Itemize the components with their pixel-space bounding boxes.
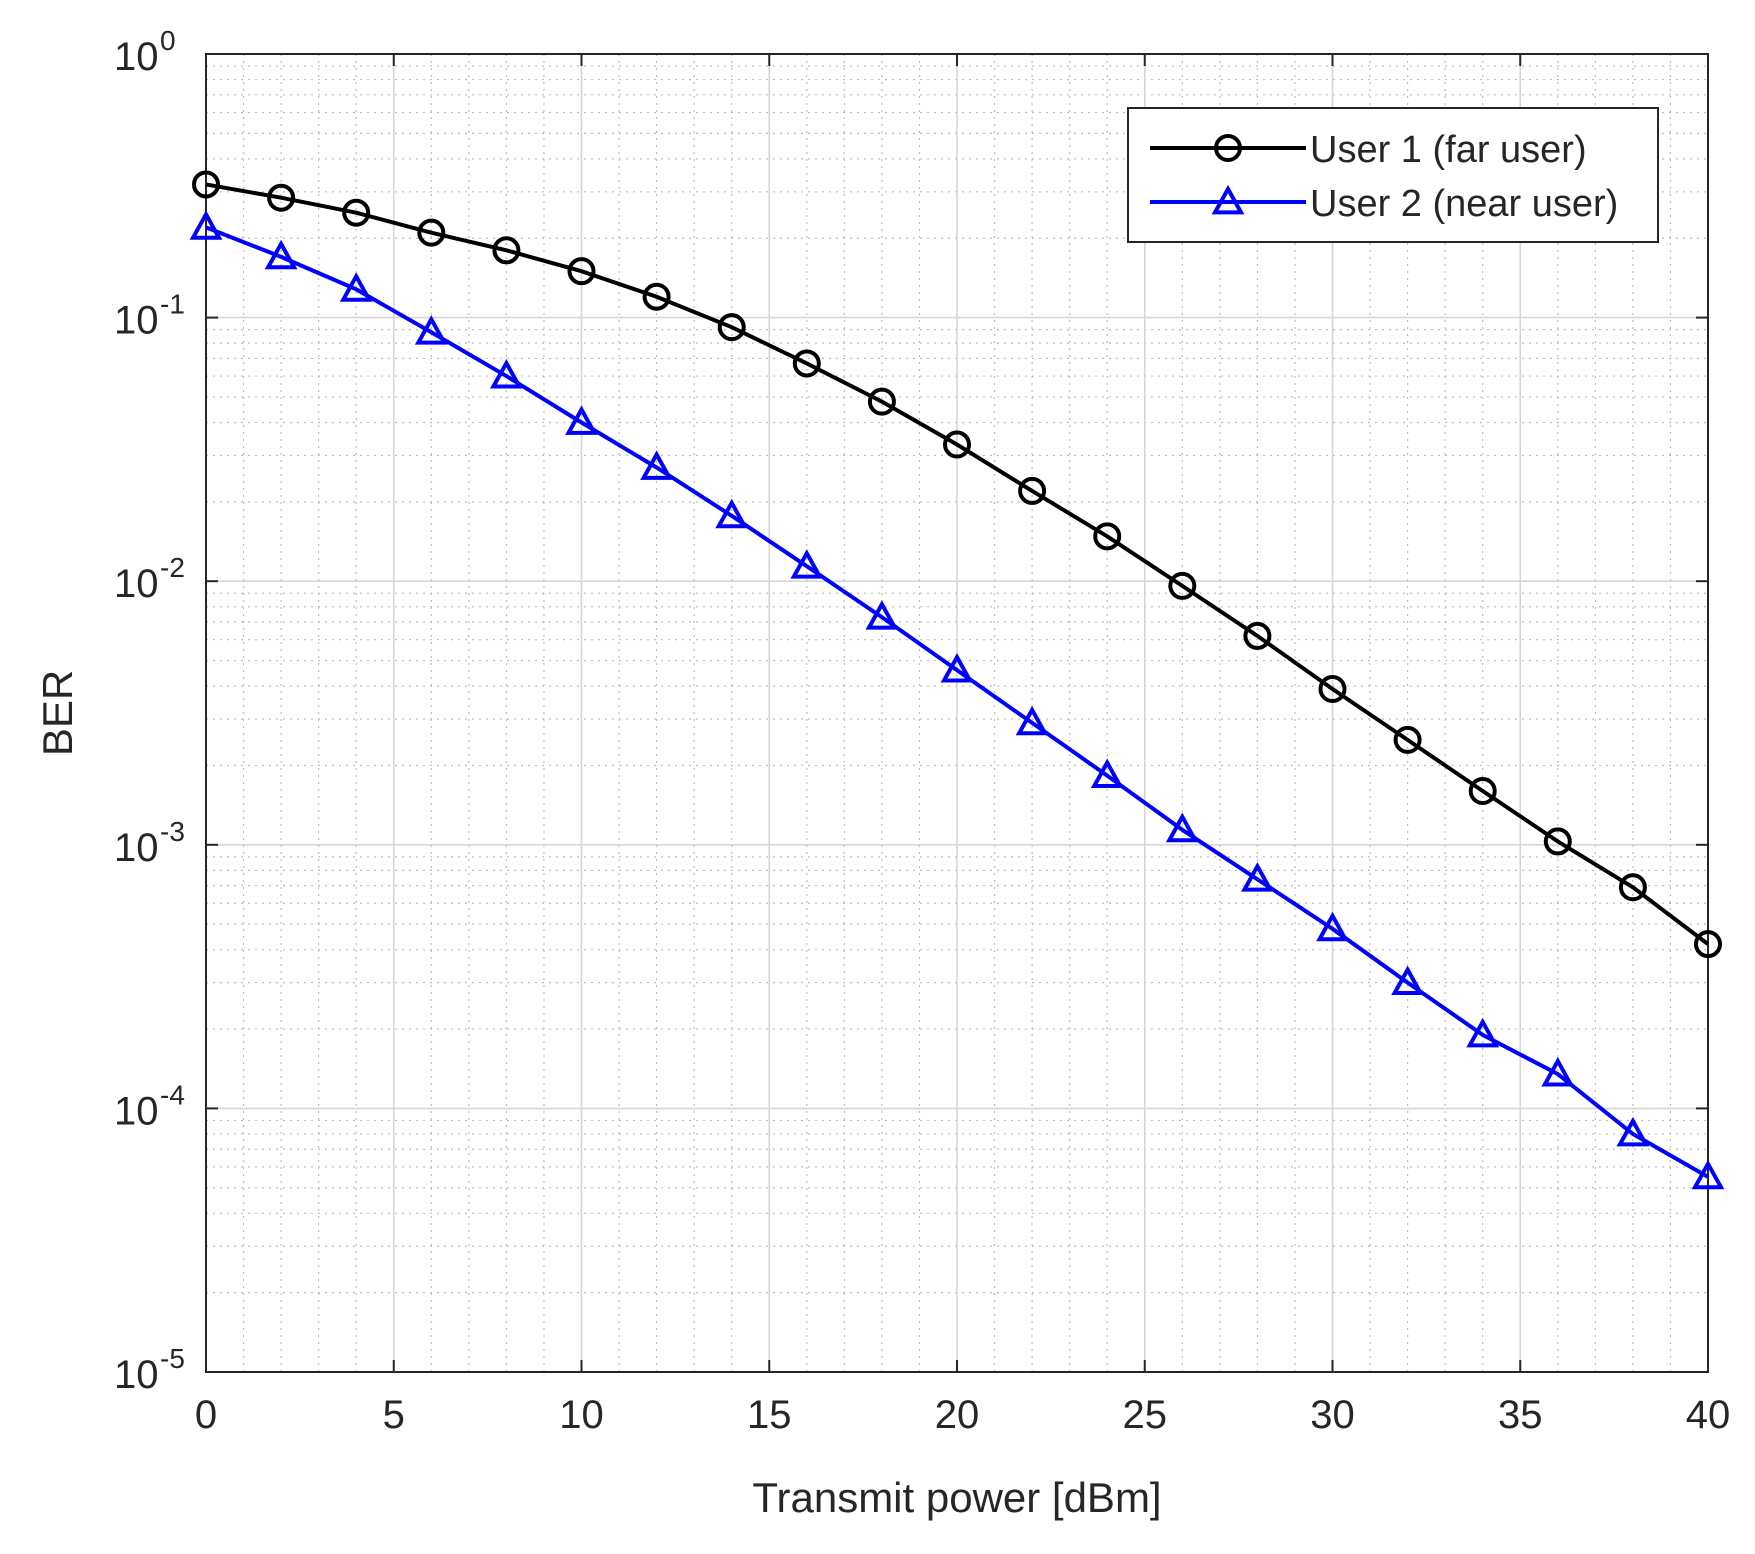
data-point (492, 236, 521, 265)
data-point (717, 313, 746, 342)
series-group (189, 170, 1725, 1190)
data-point (1168, 571, 1197, 600)
data-point (640, 450, 673, 480)
data-point (943, 430, 971, 459)
y-tick-label-exponent: -2 (160, 552, 185, 583)
data-point (1694, 930, 1722, 959)
data-point (1393, 725, 1422, 754)
data-point (1093, 522, 1122, 551)
data-point (1018, 476, 1047, 505)
data-point (1243, 621, 1272, 650)
data-point (1316, 911, 1349, 942)
data-point (790, 549, 824, 579)
data-point (1468, 776, 1497, 805)
data-point (192, 170, 220, 199)
data-point (567, 257, 596, 286)
y-tick-label-base: 10 (114, 826, 159, 870)
legend: User 1 (far user) User 2 (near user) (1127, 107, 1659, 243)
data-point (1391, 965, 1424, 996)
x-axis-label: Transmit power [dBm] (752, 1474, 1161, 1521)
x-tick-label: 0 (195, 1393, 217, 1437)
y-tick-label-exponent: 0 (160, 25, 176, 56)
data-point (940, 652, 974, 683)
y-tick-label-base: 10 (114, 1353, 159, 1397)
data-point (1165, 812, 1199, 843)
y-tick-label-exponent: -4 (160, 1079, 185, 1110)
x-tick-label: 15 (747, 1393, 792, 1437)
data-point (642, 282, 671, 311)
grid (205, 53, 1709, 1373)
data-point (267, 183, 296, 212)
data-point (865, 600, 899, 630)
y-tick-label-base: 10 (114, 35, 159, 79)
series-1 (192, 170, 1722, 959)
x-tick-label: 10 (559, 1393, 604, 1437)
data-point (715, 498, 749, 529)
x-tick-label: 30 (1310, 1393, 1355, 1437)
data-point (792, 349, 821, 378)
series-line (205, 225, 1709, 1179)
legend-marker (1211, 184, 1245, 215)
data-point (1691, 1159, 1725, 1190)
x-tick-label: 40 (1686, 1393, 1731, 1437)
data-point (490, 358, 523, 389)
series-2 (189, 210, 1725, 1190)
y-tick-label-base: 10 (114, 299, 159, 343)
x-tick-label: 5 (383, 1393, 405, 1437)
y-tick-label-exponent: -1 (160, 289, 185, 320)
data-point (1015, 705, 1049, 736)
data-point (565, 405, 598, 435)
data-point (264, 239, 298, 270)
data-point (1241, 862, 1274, 892)
y-axis-label: BER (34, 670, 81, 756)
legend-box (1127, 107, 1659, 243)
data-point (1543, 827, 1572, 856)
data-point (1618, 873, 1647, 902)
y-tick-label-base: 10 (114, 1089, 159, 1133)
legend-label: User 1 (far user) (1310, 129, 1587, 171)
data-point (342, 198, 371, 227)
data-point (339, 272, 373, 302)
legend-marker (1214, 134, 1242, 162)
series-line (205, 182, 1710, 946)
x-tick-label: 25 (1123, 1393, 1168, 1437)
data-point (1318, 674, 1347, 703)
data-point (1541, 1056, 1575, 1087)
x-tick-label: 35 (1498, 1393, 1543, 1437)
y-tick-label-exponent: -3 (160, 816, 185, 847)
data-point (414, 315, 448, 345)
data-point (867, 387, 896, 416)
data-point (1090, 758, 1124, 789)
legend-label: User 2 (near user) (1310, 183, 1618, 225)
data-point (1616, 1116, 1650, 1147)
data-point (189, 210, 223, 240)
y-tick-label-exponent: -5 (160, 1343, 185, 1374)
data-point (1466, 1017, 1500, 1048)
y-tick-label-base: 10 (114, 562, 159, 606)
data-point (417, 218, 446, 247)
x-tick-label: 20 (935, 1393, 980, 1437)
